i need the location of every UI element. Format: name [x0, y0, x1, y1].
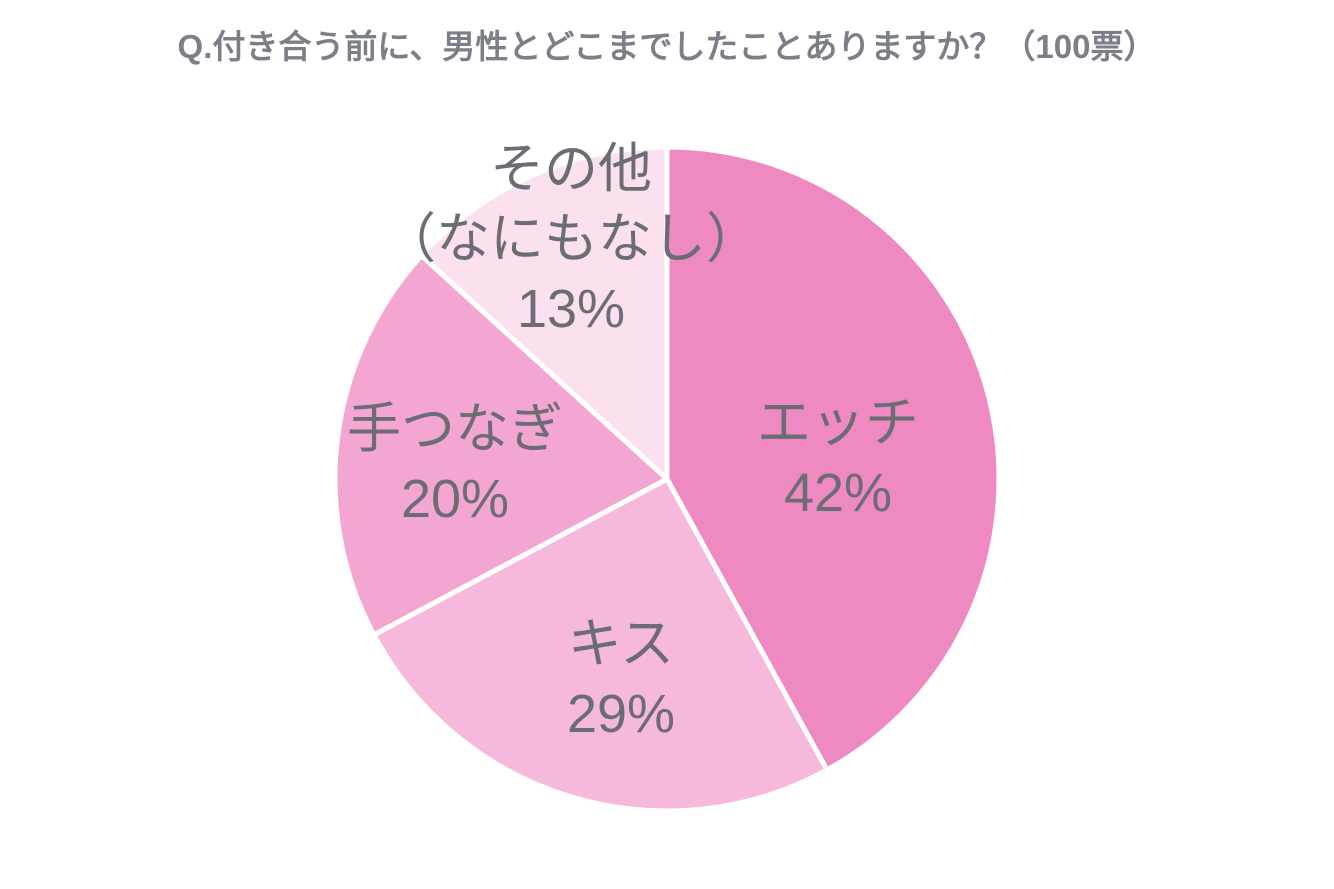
pie-slice-2 [371, 476, 830, 814]
pie-slice-1 [664, 144, 1002, 773]
pie-slice-4 [418, 144, 670, 482]
pie-slice-3 [332, 253, 670, 638]
chart-title: Q.付き合う前に、男性とどこまでしたことありますか？（100票） [177, 28, 1157, 65]
